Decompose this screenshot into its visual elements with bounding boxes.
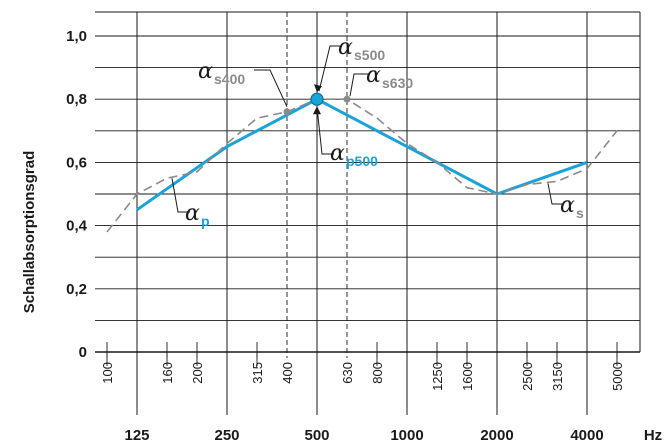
leader-s630 — [349, 73, 368, 97]
x-tick-label-octave: 500 — [304, 427, 329, 444]
grid — [95, 12, 640, 415]
alpha-symbol: α — [198, 59, 213, 84]
y-tick-label: 0 — [79, 344, 87, 361]
x-unit-label: Hz — [644, 427, 662, 444]
axes — [95, 11, 641, 353]
alpha-symbol: α — [330, 141, 345, 166]
x-tick-label-octave: 250 — [214, 427, 239, 444]
x-tick-label-octave: 1000 — [390, 427, 423, 444]
x-tick-label-third: 100 — [100, 362, 115, 384]
marker-layer — [283, 92, 351, 116]
x-tick-label-third: 2500 — [520, 362, 535, 391]
x-tick-label-third: 160 — [160, 362, 175, 384]
x-tick-label-third: 315 — [250, 362, 265, 384]
alpha-subscript: s630 — [382, 75, 413, 91]
x-tick-label-third: 200 — [190, 362, 205, 384]
marker-p500 — [310, 92, 324, 106]
leader-s500 — [318, 45, 340, 92]
x-tick-label-third: 800 — [370, 362, 385, 384]
series-layer — [106, 97, 618, 233]
x-tick-label-octave: 2000 — [480, 427, 513, 444]
y-tick-label: 1,0 — [66, 28, 87, 45]
leader-alpha-p — [171, 178, 190, 213]
alpha-subscript: p — [201, 213, 210, 229]
marker-s400 — [283, 108, 291, 116]
y-axis-label: Schallabsorptionsgrad — [21, 151, 38, 314]
x-tick-label-third: 5000 — [610, 362, 625, 391]
tick-labels: 0 0,2 0,4 0,6 0,8 1,0 100 160 200 315 400 630 800 125… — [66, 28, 625, 444]
alpha-symbol: α — [366, 63, 381, 88]
alpha-symbol: α — [560, 193, 575, 218]
leader-s400 — [254, 69, 288, 108]
annotation-s500: α s500 — [338, 35, 385, 63]
alpha-symbol: α — [338, 35, 353, 60]
x-tick-label-third: 1250 — [430, 362, 445, 391]
alpha-subscript: p500 — [346, 153, 378, 169]
x-tick-label-third: 3150 — [550, 362, 565, 391]
x-tick-label-octave: 4000 — [570, 427, 603, 444]
x-tick-label-octave: 125 — [124, 427, 149, 444]
annotation-p500: α p500 — [330, 141, 378, 169]
annotation-s630: α s630 — [366, 63, 413, 91]
alpha-subscript: s400 — [214, 71, 245, 87]
leader-alpha-s — [547, 183, 562, 205]
annotation-s400: α s400 — [198, 59, 245, 87]
arrow-s500 — [314, 84, 322, 93]
x-tick-label-third: 400 — [280, 362, 295, 384]
y-tick-label: 0,6 — [66, 154, 87, 171]
alpha-subscript: s500 — [354, 47, 385, 63]
alpha-subscript: s — [576, 205, 584, 221]
leader-p500 — [316, 107, 334, 155]
y-tick-label: 0,4 — [66, 218, 88, 235]
x-tick-label-third: 1600 — [460, 362, 475, 391]
arrow-p500 — [313, 106, 321, 115]
alpha-symbol: α — [185, 201, 200, 226]
y-tick-label: 0,8 — [66, 91, 87, 108]
marker-s630 — [343, 95, 351, 103]
x-tick-label-third: 630 — [340, 362, 355, 384]
y-tick-label: 0,2 — [66, 281, 87, 298]
